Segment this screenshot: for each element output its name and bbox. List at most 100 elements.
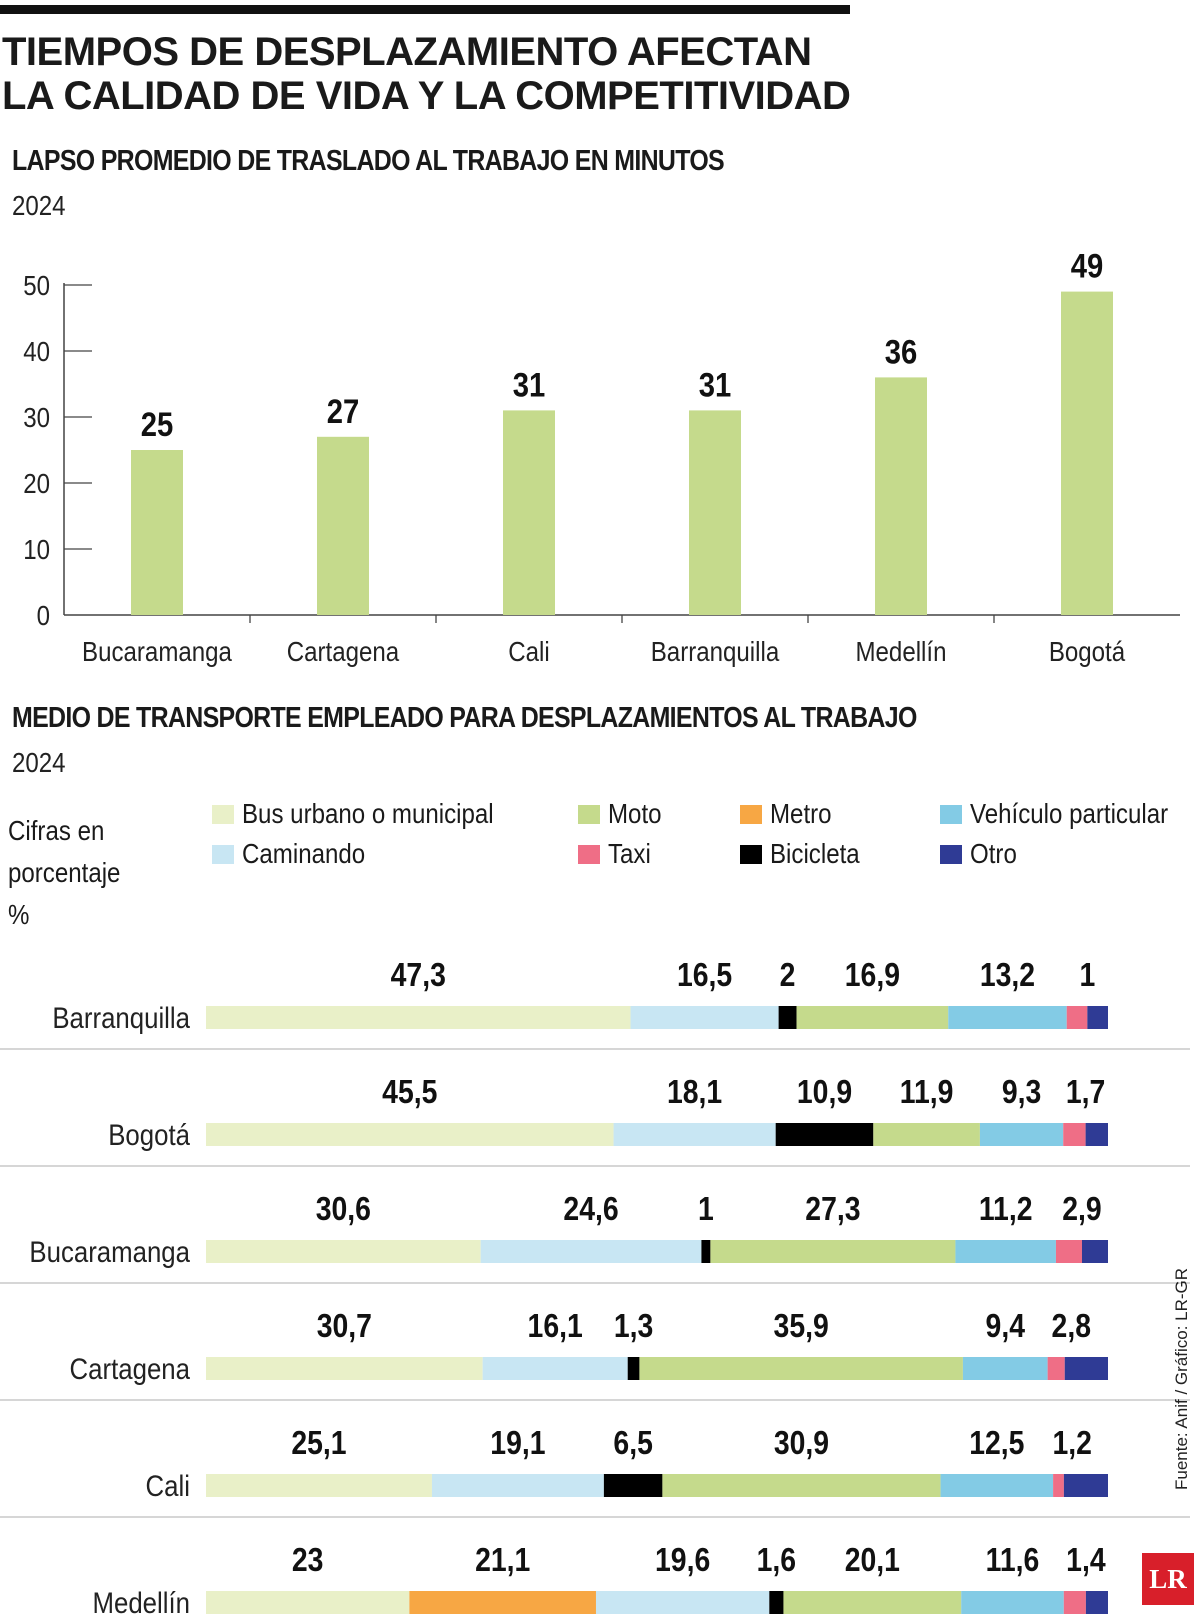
bar-value-label: 27 xyxy=(327,392,360,431)
bar xyxy=(689,410,741,615)
segment-value-label: 19,6 xyxy=(655,1541,710,1579)
bar-chart-year: 2024 xyxy=(12,190,66,221)
stacked-segment xyxy=(1066,1006,1088,1029)
row-label: Barranquilla xyxy=(52,1001,190,1034)
top-rule xyxy=(0,5,850,14)
y-tick-label: 30 xyxy=(23,401,50,433)
stacked-segment xyxy=(480,1240,702,1263)
legend-item: Metro xyxy=(740,794,842,834)
legend-note: Cifras en porcentaje % xyxy=(8,815,121,930)
legend-item: Taxi xyxy=(578,834,658,874)
bar-value-label: 31 xyxy=(699,365,732,404)
row-label: Cali xyxy=(146,1469,190,1502)
legend-label: Bus urbano o municipal xyxy=(242,798,494,829)
stacked-segment xyxy=(955,1240,1056,1263)
segment-value-label: 47,3 xyxy=(391,956,446,994)
stacked-segment xyxy=(775,1123,874,1146)
segment-value-label: 2 xyxy=(780,956,796,994)
segment-value-label: 2,9 xyxy=(1062,1190,1101,1228)
segment-value-label: 1,7 xyxy=(1066,1073,1105,1111)
stacked-segment xyxy=(630,1006,779,1029)
legend-swatch xyxy=(940,844,962,864)
stacked-segment xyxy=(662,1474,941,1497)
legend-item: Bus urbano o municipal xyxy=(212,794,535,834)
segment-value-label: 30,6 xyxy=(316,1190,371,1228)
stacked-segment xyxy=(769,1591,784,1614)
segment-value-label: 45,5 xyxy=(382,1073,437,1111)
lr-logo: LR xyxy=(1142,1553,1194,1605)
segment-value-label: 11,2 xyxy=(979,1190,1033,1228)
stacked-segment xyxy=(1063,1591,1086,1614)
row-label: Medellín xyxy=(93,1586,190,1619)
bar xyxy=(131,450,183,615)
segment-value-label: 1,3 xyxy=(614,1307,653,1345)
segment-value-label: 1,2 xyxy=(1052,1424,1091,1462)
stacked-segment xyxy=(206,1006,631,1029)
segment-value-label: 16,1 xyxy=(528,1307,583,1345)
segment-value-label: 1,4 xyxy=(1066,1541,1105,1579)
legend-label: Otro xyxy=(970,838,1017,869)
stacked-segment xyxy=(1055,1240,1082,1263)
y-tick-label: 10 xyxy=(23,533,50,565)
row-label: Cartagena xyxy=(70,1352,191,1385)
y-tick-label: 20 xyxy=(23,467,50,499)
legend-swatch xyxy=(212,804,234,824)
row-label: Bucaramanga xyxy=(29,1235,190,1268)
bar-value-label: 36 xyxy=(885,332,918,371)
segment-value-label: 11,9 xyxy=(900,1073,954,1111)
stacked-segment xyxy=(778,1006,797,1029)
x-tick-label: Barranquilla xyxy=(651,635,780,667)
segment-value-label: 19,1 xyxy=(490,1424,545,1462)
segment-value-label: 1 xyxy=(698,1190,714,1228)
stacked-segment xyxy=(603,1474,663,1497)
segment-value-label: 2,8 xyxy=(1052,1307,1091,1345)
stacked-segment xyxy=(627,1357,640,1380)
segment-value-label: 20,1 xyxy=(845,1541,900,1579)
row-label: Bogotá xyxy=(108,1118,190,1151)
stacked-segment xyxy=(431,1474,604,1497)
segment-value-label: 6,5 xyxy=(613,1424,652,1462)
x-tick-label: Bucaramanga xyxy=(82,635,232,667)
x-tick-label: Bogotá xyxy=(1049,635,1126,667)
stacked-segment xyxy=(873,1123,980,1146)
stacked-segment xyxy=(948,1006,1067,1029)
stacked-segment xyxy=(206,1357,483,1380)
segment-value-label: 1 xyxy=(1079,956,1095,994)
stacked-chart-title: MEDIO DE TRANSPORTE EMPLEADO PARA DESPLA… xyxy=(12,702,917,734)
segment-value-label: 18,1 xyxy=(667,1073,722,1111)
stacked-chart-year: 2024 xyxy=(12,747,66,778)
legend-label: Bicicleta xyxy=(770,838,860,869)
x-tick-label: Medellín xyxy=(855,635,946,667)
segment-value-label: 24,6 xyxy=(563,1190,618,1228)
segment-value-label: 13,2 xyxy=(980,956,1035,994)
stacked-segment xyxy=(409,1591,596,1614)
legend-item: Moto xyxy=(578,794,670,834)
minutes-bar-chart: 0 10 20 30 40 50 25 Bucaramanga 27 Cartagena 31 Cal… xyxy=(23,247,1180,667)
legend-item: Bicicleta xyxy=(740,834,874,874)
segment-value-label: 16,5 xyxy=(677,956,732,994)
legend-swatch xyxy=(212,844,234,864)
bar-value-label: 49 xyxy=(1071,247,1104,286)
legend-swatch xyxy=(740,804,762,824)
legend-item: Vehículo particular xyxy=(940,794,1200,834)
legend-item: Caminando xyxy=(212,834,385,874)
segment-value-label: 35,9 xyxy=(774,1307,829,1345)
y-tick-label: 0 xyxy=(37,599,50,631)
legend-label: Vehículo particular xyxy=(970,798,1169,829)
y-tick-label: 40 xyxy=(23,335,50,367)
stacked-segment xyxy=(796,1006,949,1029)
y-tick-label: 50 xyxy=(23,269,50,301)
legend-label: Taxi xyxy=(608,838,651,869)
segment-value-label: 30,9 xyxy=(774,1424,829,1462)
stacked-segment xyxy=(482,1357,628,1380)
segment-value-label: 16,9 xyxy=(845,956,900,994)
legend-swatch xyxy=(940,804,962,824)
stacked-segment xyxy=(1064,1357,1108,1380)
segment-value-label: 23 xyxy=(292,1541,324,1579)
stacked-segment xyxy=(613,1123,776,1146)
stacked-segment xyxy=(1085,1123,1108,1146)
stacked-segment xyxy=(595,1591,770,1614)
segment-value-label: 11,6 xyxy=(986,1541,1040,1579)
segment-value-label: 9,4 xyxy=(986,1307,1025,1345)
stacked-segment xyxy=(1053,1474,1064,1497)
